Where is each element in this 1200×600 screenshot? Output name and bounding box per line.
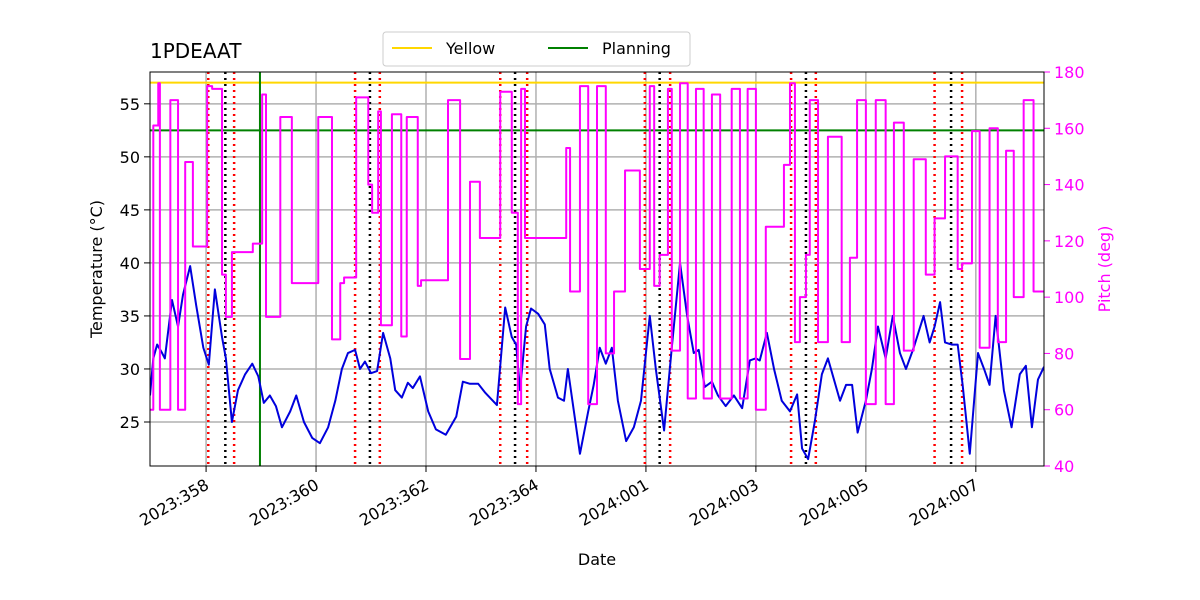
y-tick-label: 25 [120, 413, 140, 432]
y2-axis-label: Pitch (deg) [1095, 226, 1114, 313]
y2-tick-label: 120 [1054, 232, 1085, 251]
y2-tick-label: 160 [1054, 119, 1085, 138]
y-tick-label: 55 [120, 95, 140, 114]
legend-label: Yellow [445, 39, 495, 58]
plot-frame [149, 71, 1045, 467]
data-line [150, 82, 1044, 411]
y2-tick-label: 40 [1054, 457, 1074, 476]
y-tick-label: 35 [120, 307, 140, 326]
y-tick-label: 45 [120, 201, 140, 220]
y2-tick-label: 80 [1054, 344, 1074, 363]
legend-label: Planning [602, 39, 671, 58]
chart-title: 1PDEAAT [150, 39, 242, 63]
data-line [150, 261, 1044, 461]
y2-tick-label: 60 [1054, 401, 1074, 420]
y2-tick-label: 140 [1054, 176, 1085, 195]
y2-tick-label: 180 [1054, 63, 1085, 82]
legend-box [382, 31, 691, 67]
y-axis-label: Temperature (°C) [87, 200, 106, 339]
y-tick-label: 40 [120, 254, 140, 273]
y2-tick-label: 100 [1054, 288, 1085, 307]
y-tick-label: 30 [120, 360, 140, 379]
y-tick-label: 50 [120, 148, 140, 167]
legend: Yellow Planning [382, 31, 691, 67]
x-axis-label: Date [578, 550, 616, 569]
